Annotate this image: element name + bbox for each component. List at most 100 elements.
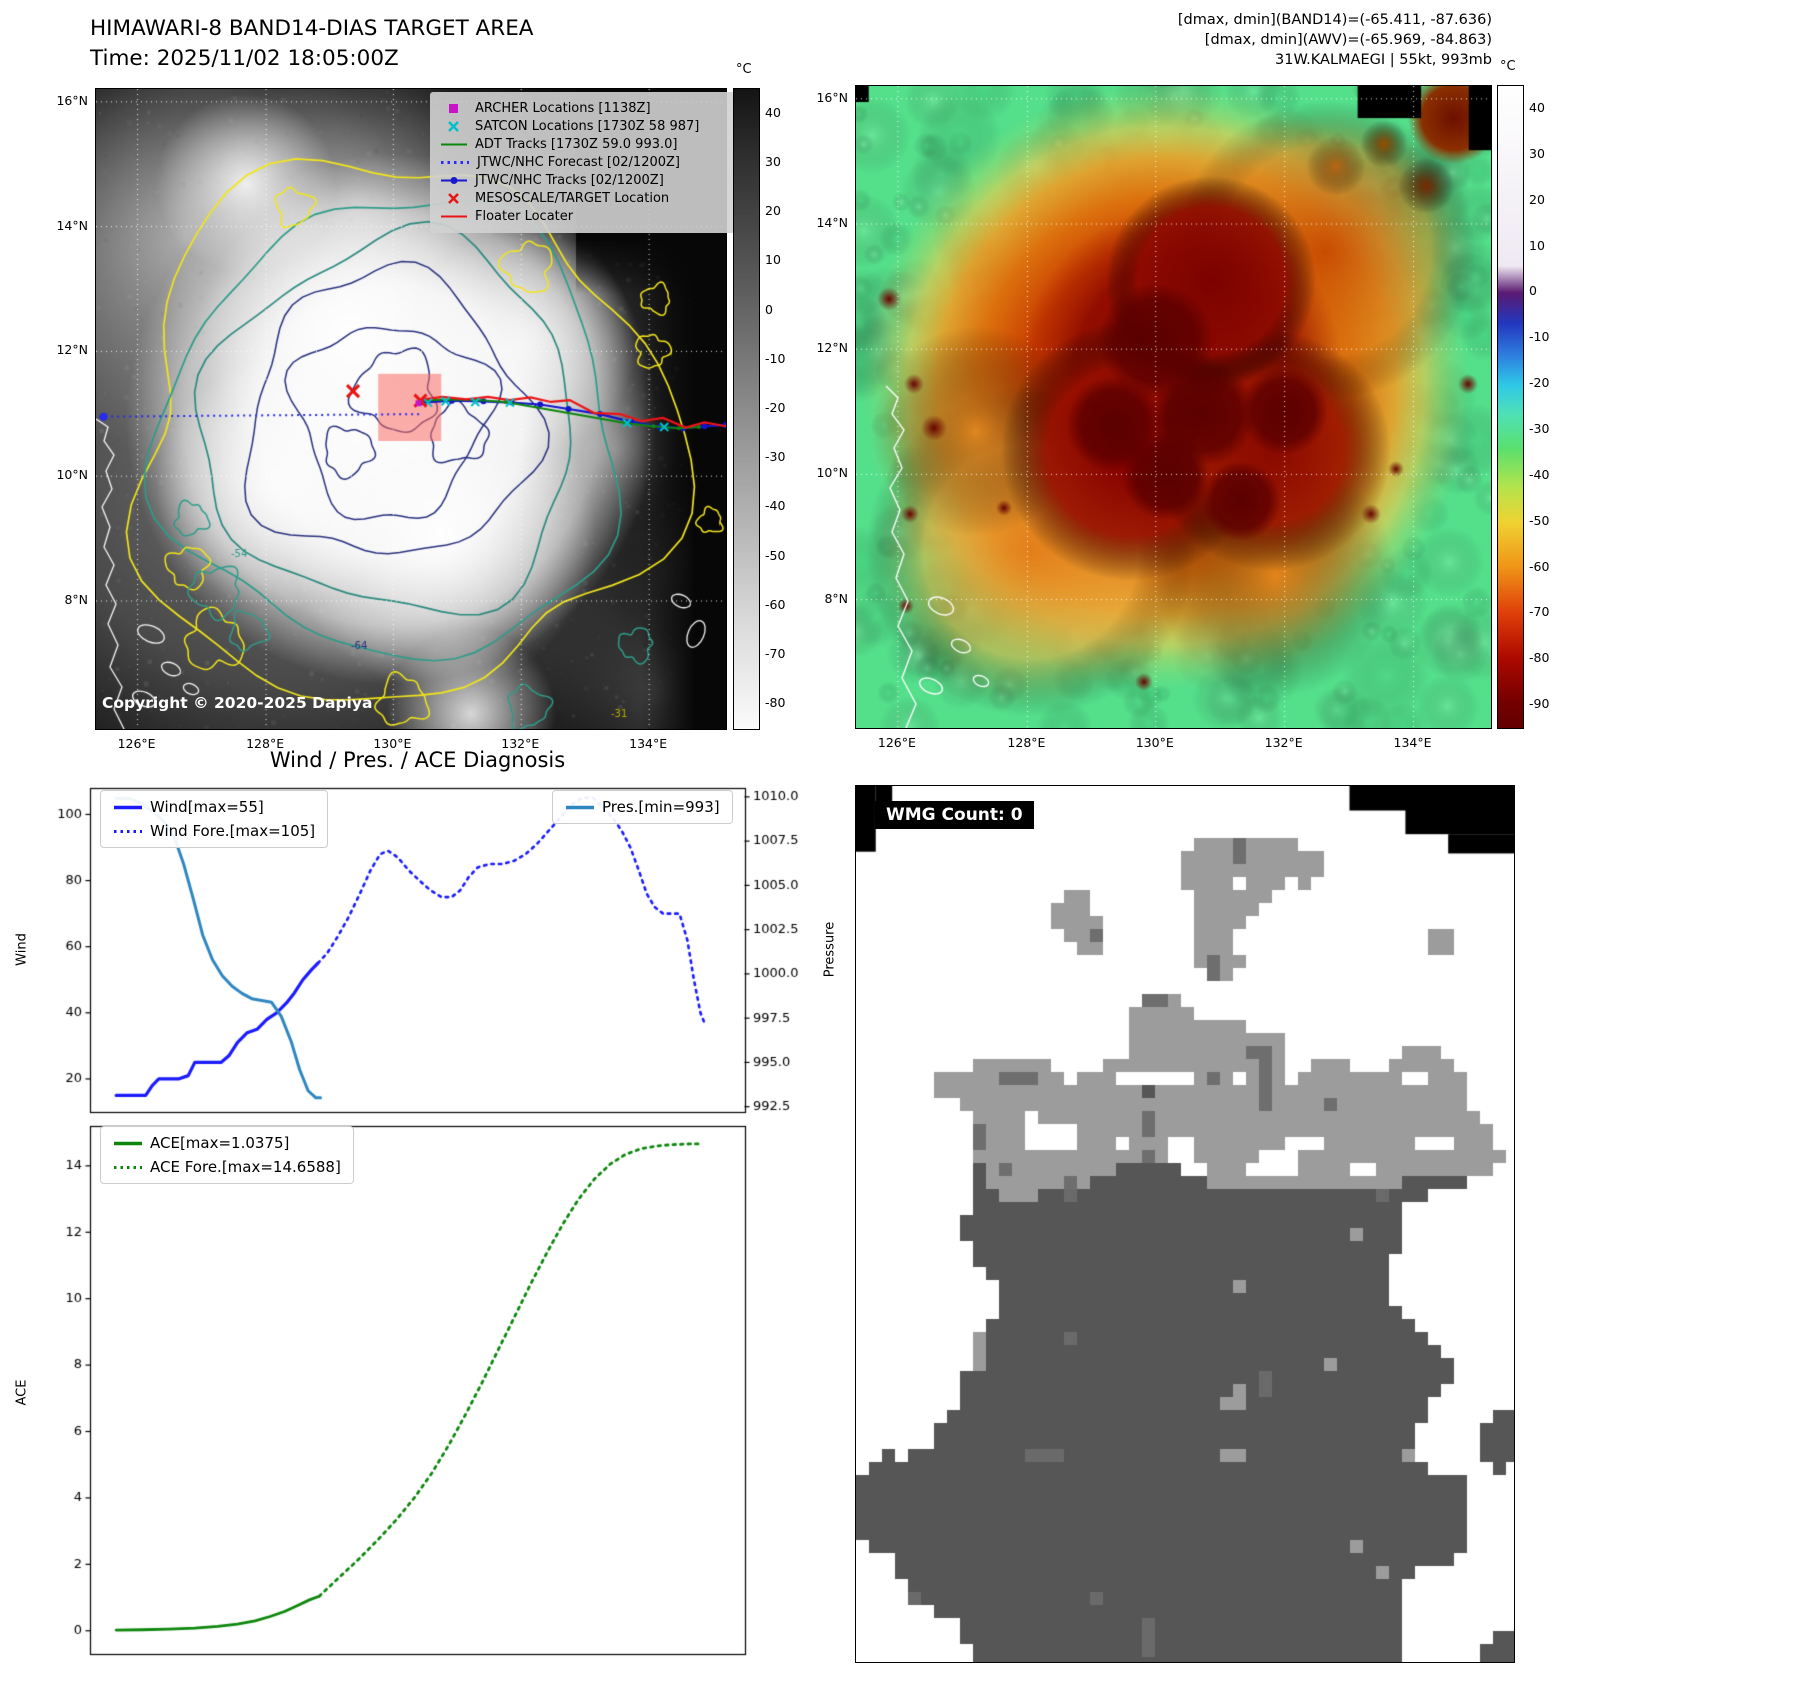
awv-colorbar — [1497, 85, 1524, 729]
dotted-swatch-icon — [113, 825, 143, 838]
awv-colorbar-tick-label: -20 — [1529, 375, 1550, 391]
page-title: HIMAWARI-8 BAND14-DIAS TARGET AREA — [90, 16, 534, 41]
band14-colorbar-tick-label: 30 — [765, 153, 781, 169]
band14-map-panel: ARCHER Locations [1138Z] SATCON Locations… — [95, 88, 742, 730]
wmg-microwave-canvas — [855, 785, 1515, 1663]
legend-item: Floater Locater — [440, 209, 732, 224]
band14-colorbar-tick-label: -20 — [765, 400, 786, 415]
legend-item: Pres.[min=993] — [565, 798, 720, 816]
awv-colorbar-tick-label: 10 — [1529, 237, 1545, 253]
band14-colorbar-tick-label: -80 — [765, 695, 786, 711]
dotted-swatch-icon — [440, 156, 470, 169]
legend-label: Wind Fore.[max=105] — [150, 822, 316, 840]
legend-item: ACE[max=1.0375] — [113, 1134, 341, 1152]
ace-chart-canvas — [45, 1120, 805, 1666]
awv-colorbar-tick-label: -40 — [1529, 466, 1550, 482]
wmg-panel: WMG Count: 0 — [855, 785, 1515, 1663]
band14-colorbar-tick-label: -30 — [765, 449, 786, 465]
ace-legend: ACE[max=1.0375] ACE Fore.[max=14.6588] — [100, 1126, 354, 1184]
x-swatch-icon — [440, 120, 468, 133]
band14-x-tick-label: 128°E — [246, 736, 285, 751]
diagnosis-title: Wind / Pres. / ACE Diagnosis — [269, 748, 566, 772]
band14-colorbar-tick-label: -40 — [765, 498, 786, 514]
pressure-legend: Pres.[min=993] — [552, 790, 733, 824]
band14-colorbar-tick-label: -10 — [765, 350, 786, 366]
band14-x-tick-label: 132°E — [501, 736, 540, 751]
band14-colorbar — [733, 88, 760, 730]
band14-colorbar-tick-label: -50 — [765, 547, 786, 563]
pressure-axis-label: Pressure — [822, 921, 838, 978]
line-swatch-icon — [440, 210, 468, 223]
thick-swatch-icon — [113, 801, 143, 814]
legend-item: ARCHER Locations [1138Z] — [440, 101, 732, 116]
legend-label: ARCHER Locations [1138Z] — [475, 101, 651, 116]
band14-y-tick-label: 14°N — [56, 217, 88, 233]
band14-y-tick-label: 16°N — [56, 92, 88, 108]
legend-label: ACE[max=1.0375] — [150, 1134, 290, 1152]
awv-colorbar-tick-label: -80 — [1529, 650, 1550, 666]
awv-y-tick-label: 8°N — [824, 590, 848, 606]
wind-axis-label: Wind — [14, 933, 30, 966]
line-dot-swatch-icon — [440, 174, 468, 187]
awv-x-tick-label: 134°E — [1393, 735, 1432, 750]
band14-colorbar-tick-label: 10 — [765, 252, 781, 268]
legend-label: SATCON Locations [1730Z 58 987] — [475, 119, 700, 134]
ace-axis-label: ACE — [14, 1379, 30, 1406]
awv-colorbar-tick-label: -30 — [1529, 420, 1550, 436]
line-swatch-icon — [440, 138, 468, 151]
thick-swatch-icon — [113, 1137, 143, 1150]
band14-x-tick-label: 130°E — [373, 736, 412, 751]
wind-legend: Wind[max=55] Wind Fore.[max=105] — [100, 790, 329, 848]
awv-colorbar-tick-label: 0 — [1529, 283, 1537, 299]
awv-colorbar-tick-label: 40 — [1529, 99, 1545, 115]
band14-colorbar-tick-label: -70 — [765, 646, 786, 662]
dmax-awv-label: [dmax, dmin](AWV)=(-65.969, -84.863) — [1204, 32, 1492, 48]
copyright-label: Copyright © 2020-2025 Dapiya — [102, 694, 373, 712]
x-swatch-icon — [440, 192, 468, 205]
time-label: Time: 2025/11/02 18:05:00Z — [90, 46, 399, 71]
legend-label: JTWC/NHC Tracks [02/1200Z] — [475, 173, 664, 188]
band14-x-tick-label: 126°E — [117, 736, 156, 751]
band14-colorbar-canvas — [733, 88, 760, 730]
legend-item: Wind Fore.[max=105] — [113, 822, 315, 840]
band14-colorbar-tick-label: 40 — [765, 104, 781, 120]
legend-item: ADT Tracks [1730Z 59.0 993.0] — [440, 137, 732, 152]
wmg-count-badge: WMG Count: 0 — [875, 801, 1034, 829]
awv-map-panel — [855, 85, 1492, 729]
legend-label: JTWC/NHC Forecast [02/1200Z] — [477, 155, 680, 170]
band14-x-tick-label: 134°E — [629, 736, 668, 751]
band14-colorbar-tick-label: 20 — [765, 203, 781, 219]
awv-x-tick-label: 126°E — [877, 735, 916, 750]
storm-id-label: 31W.KALMAEGI | 55kt, 993mb — [1275, 52, 1492, 68]
band14-colorbar-tick-label: 0 — [765, 301, 773, 317]
awv-y-tick-label: 10°N — [816, 465, 848, 481]
band14-y-tick-label: 8°N — [64, 592, 88, 607]
awv-y-tick-label: 16°N — [816, 89, 848, 105]
band14-colorbar-unit: °C — [736, 62, 752, 77]
awv-y-tick-label: 14°N — [816, 215, 848, 231]
awv-x-tick-label: 128°E — [1007, 735, 1046, 750]
dotted-swatch-icon — [113, 1161, 143, 1174]
awv-colorbar-unit: °C — [1500, 59, 1516, 74]
awv-colorbar-tick-label: -70 — [1529, 604, 1550, 620]
legend-item: Wind[max=55] — [113, 798, 315, 816]
legend-item: JTWC/NHC Forecast [02/1200Z] — [440, 155, 732, 170]
band14-colorbar-tick-label: -60 — [765, 596, 786, 612]
band14-y-tick-label: 10°N — [56, 467, 88, 483]
thick-swatch-icon — [565, 801, 595, 814]
legend-item: SATCON Locations [1730Z 58 987] — [440, 119, 732, 134]
awv-y-tick-label: 12°N — [816, 340, 848, 356]
awv-colorbar-tick-label: -50 — [1529, 512, 1550, 528]
awv-colorbar-tick-label: 20 — [1529, 191, 1545, 207]
awv-colorbar-tick-label: -90 — [1529, 696, 1550, 712]
band14-y-tick-label: 12°N — [56, 342, 88, 358]
awv-colorbar-tick-label: 30 — [1529, 145, 1545, 161]
header-stats: [dmax, dmin](BAND14)=(-65.411, -87.636) … — [1178, 10, 1492, 70]
legend-label: Wind[max=55] — [150, 798, 264, 816]
legend-item: ACE Fore.[max=14.6588] — [113, 1158, 341, 1176]
square-swatch-icon — [440, 102, 468, 115]
awv-colorbar-tick-label: -60 — [1529, 558, 1550, 574]
awv-colorbar-tick-label: -10 — [1529, 329, 1550, 345]
awv-x-tick-label: 130°E — [1135, 735, 1174, 750]
awv-satellite-canvas — [855, 85, 1492, 729]
